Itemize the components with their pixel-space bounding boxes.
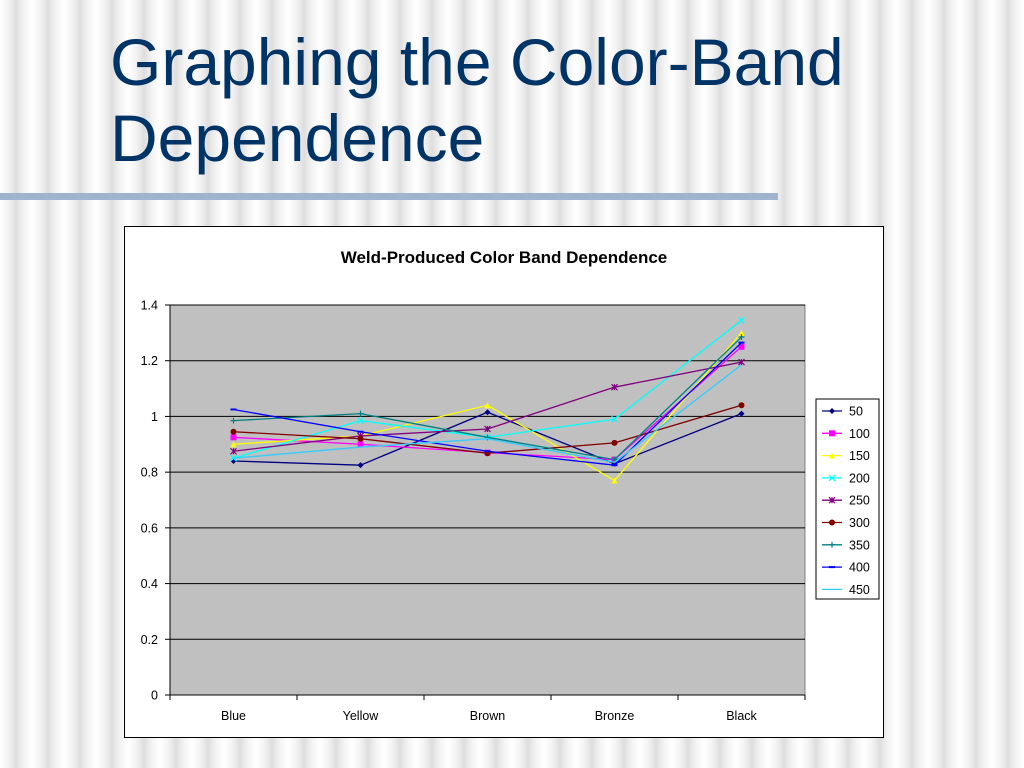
legend-item-250: 250	[822, 494, 870, 508]
legend-label: 50	[849, 405, 863, 419]
x-tick-label: Bronze	[595, 709, 635, 723]
legend-swatch-marker	[829, 452, 835, 459]
series-350	[230, 334, 745, 463]
y-tick-label: 0.6	[141, 521, 158, 535]
legend-swatch-marker	[829, 541, 835, 548]
data-point	[230, 434, 237, 441]
legend-item-200: 200	[822, 471, 870, 485]
data-point	[357, 417, 364, 425]
data-point	[611, 415, 618, 423]
legend-box	[815, 398, 880, 600]
chart-title: Weld-Produced Color Band Dependence	[341, 248, 668, 267]
data-point	[738, 329, 745, 336]
data-point	[738, 410, 745, 417]
data-point	[357, 410, 364, 417]
data-point	[611, 464, 618, 467]
legend-item-50: 50	[822, 405, 863, 419]
data-point	[357, 441, 364, 448]
y-tick-label: 0.4	[141, 577, 158, 591]
data-point	[484, 402, 491, 409]
y-tick-label: 1	[151, 410, 158, 424]
data-point	[611, 383, 618, 391]
legend-item-300: 300	[822, 516, 870, 530]
data-point	[738, 341, 745, 344]
data-point	[230, 428, 237, 435]
legend-label: 350	[849, 538, 870, 552]
y-tick-label: 0.8	[141, 466, 158, 480]
legend-swatch-marker	[829, 408, 835, 414]
chart-frame: Weld-Produced Color Band Dependence 0 0.2…	[124, 226, 884, 738]
series-50	[230, 409, 745, 469]
data-point	[230, 447, 237, 455]
legend-item-100: 100	[822, 427, 870, 441]
data-point	[230, 441, 237, 448]
legend-swatch-marker	[828, 474, 836, 482]
data-point	[738, 334, 745, 341]
data-point	[738, 316, 745, 324]
y-tick-label: 0.2	[141, 633, 158, 647]
legend-label: 450	[849, 583, 870, 597]
data-point	[230, 417, 237, 424]
legend-label: 200	[849, 471, 870, 485]
x-tick-label: Yellow	[343, 709, 380, 723]
y-tick-label: 1.2	[141, 354, 158, 368]
legend-swatch-marker	[829, 566, 835, 569]
x-tick-label: Brown	[470, 709, 505, 723]
x-tick-label: Blue	[221, 709, 246, 723]
legend-label: 100	[849, 427, 870, 441]
legend-label: 300	[849, 516, 870, 530]
data-point	[738, 343, 745, 350]
data-point	[484, 409, 491, 416]
data-point	[738, 358, 745, 366]
series-450	[233, 364, 742, 464]
title-rule	[0, 193, 778, 200]
legend-item-450: 450	[822, 583, 870, 597]
legend-label: 150	[849, 449, 870, 463]
y-tick-label: 0	[151, 689, 158, 703]
data-point	[484, 450, 491, 453]
series-400	[230, 341, 745, 467]
data-point	[357, 430, 364, 433]
legend: 50 100 150 200 250 300 350 400 450	[815, 398, 880, 600]
axes: 0 0.2 0.4 0.6 0.8 1 1.2 1.4 Blue Yellow Brown Bronz…	[141, 299, 806, 723]
plot-area	[169, 304, 806, 696]
data-point	[230, 408, 237, 411]
data-point	[357, 435, 364, 442]
data-point	[738, 402, 745, 409]
legend-swatch-marker	[828, 496, 836, 504]
y-tick-label: 1.4	[141, 299, 158, 313]
data-point	[611, 439, 618, 446]
line-chart: Weld-Produced Color Band Dependence 0 0.2…	[141, 248, 880, 723]
legend-label: 250	[849, 494, 870, 508]
legend-swatch-marker	[829, 519, 835, 526]
slide-title: Graphing the Color-Band Dependence	[110, 25, 844, 175]
series-lines	[230, 316, 745, 484]
data-point	[484, 425, 491, 433]
x-tick-label: Black	[726, 709, 757, 723]
legend-swatch-marker	[829, 430, 835, 437]
series-line	[233, 364, 742, 464]
legend-item-400: 400	[822, 561, 870, 575]
data-point	[611, 477, 618, 484]
legend-item-150: 150	[822, 449, 870, 463]
data-point	[357, 462, 364, 469]
legend-item-350: 350	[822, 538, 870, 552]
legend-label: 400	[849, 561, 870, 575]
